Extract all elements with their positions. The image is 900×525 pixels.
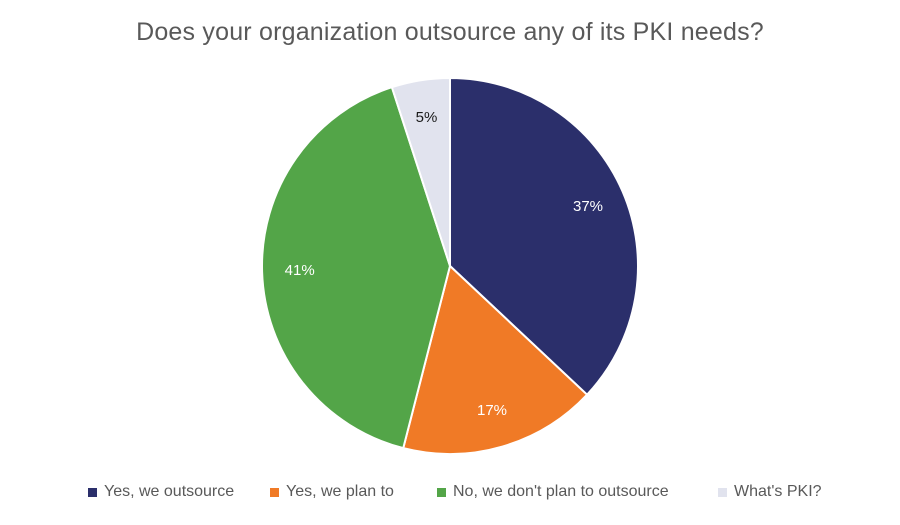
slice-data-label: 37%: [573, 198, 603, 215]
legend-label: Yes, we plan to: [286, 483, 394, 500]
legend-label: No, we don't plan to outsource: [453, 483, 669, 500]
legend-item-whats-pki: What's PKI?: [718, 483, 822, 501]
legend-swatch: [437, 487, 446, 497]
chart-title: Does your organization outsource any of …: [136, 18, 764, 46]
slice-data-label: 5%: [416, 109, 438, 126]
legend-swatch: [718, 487, 727, 497]
legend-item-no-plan: No, we don't plan to outsource: [437, 483, 669, 501]
pie-slice: [449, 77, 639, 396]
slice-data-label: 17%: [477, 402, 507, 419]
legend-swatch: [88, 487, 97, 497]
slice-data-label: 41%: [285, 262, 315, 279]
legend-item-yes-plan: Yes, we plan to: [270, 483, 394, 501]
legend-item-yes-outsource: Yes, we outsource: [88, 483, 234, 501]
legend-label: What's PKI?: [734, 483, 822, 500]
pie-slice: [261, 86, 451, 450]
chart-legend: Yes, we outsource Yes, we plan to No, we…: [0, 483, 900, 507]
pie-slice: [402, 265, 589, 455]
legend-swatch: [270, 487, 279, 497]
pie-slice: [390, 77, 451, 267]
legend-label: Yes, we outsource: [104, 483, 235, 500]
